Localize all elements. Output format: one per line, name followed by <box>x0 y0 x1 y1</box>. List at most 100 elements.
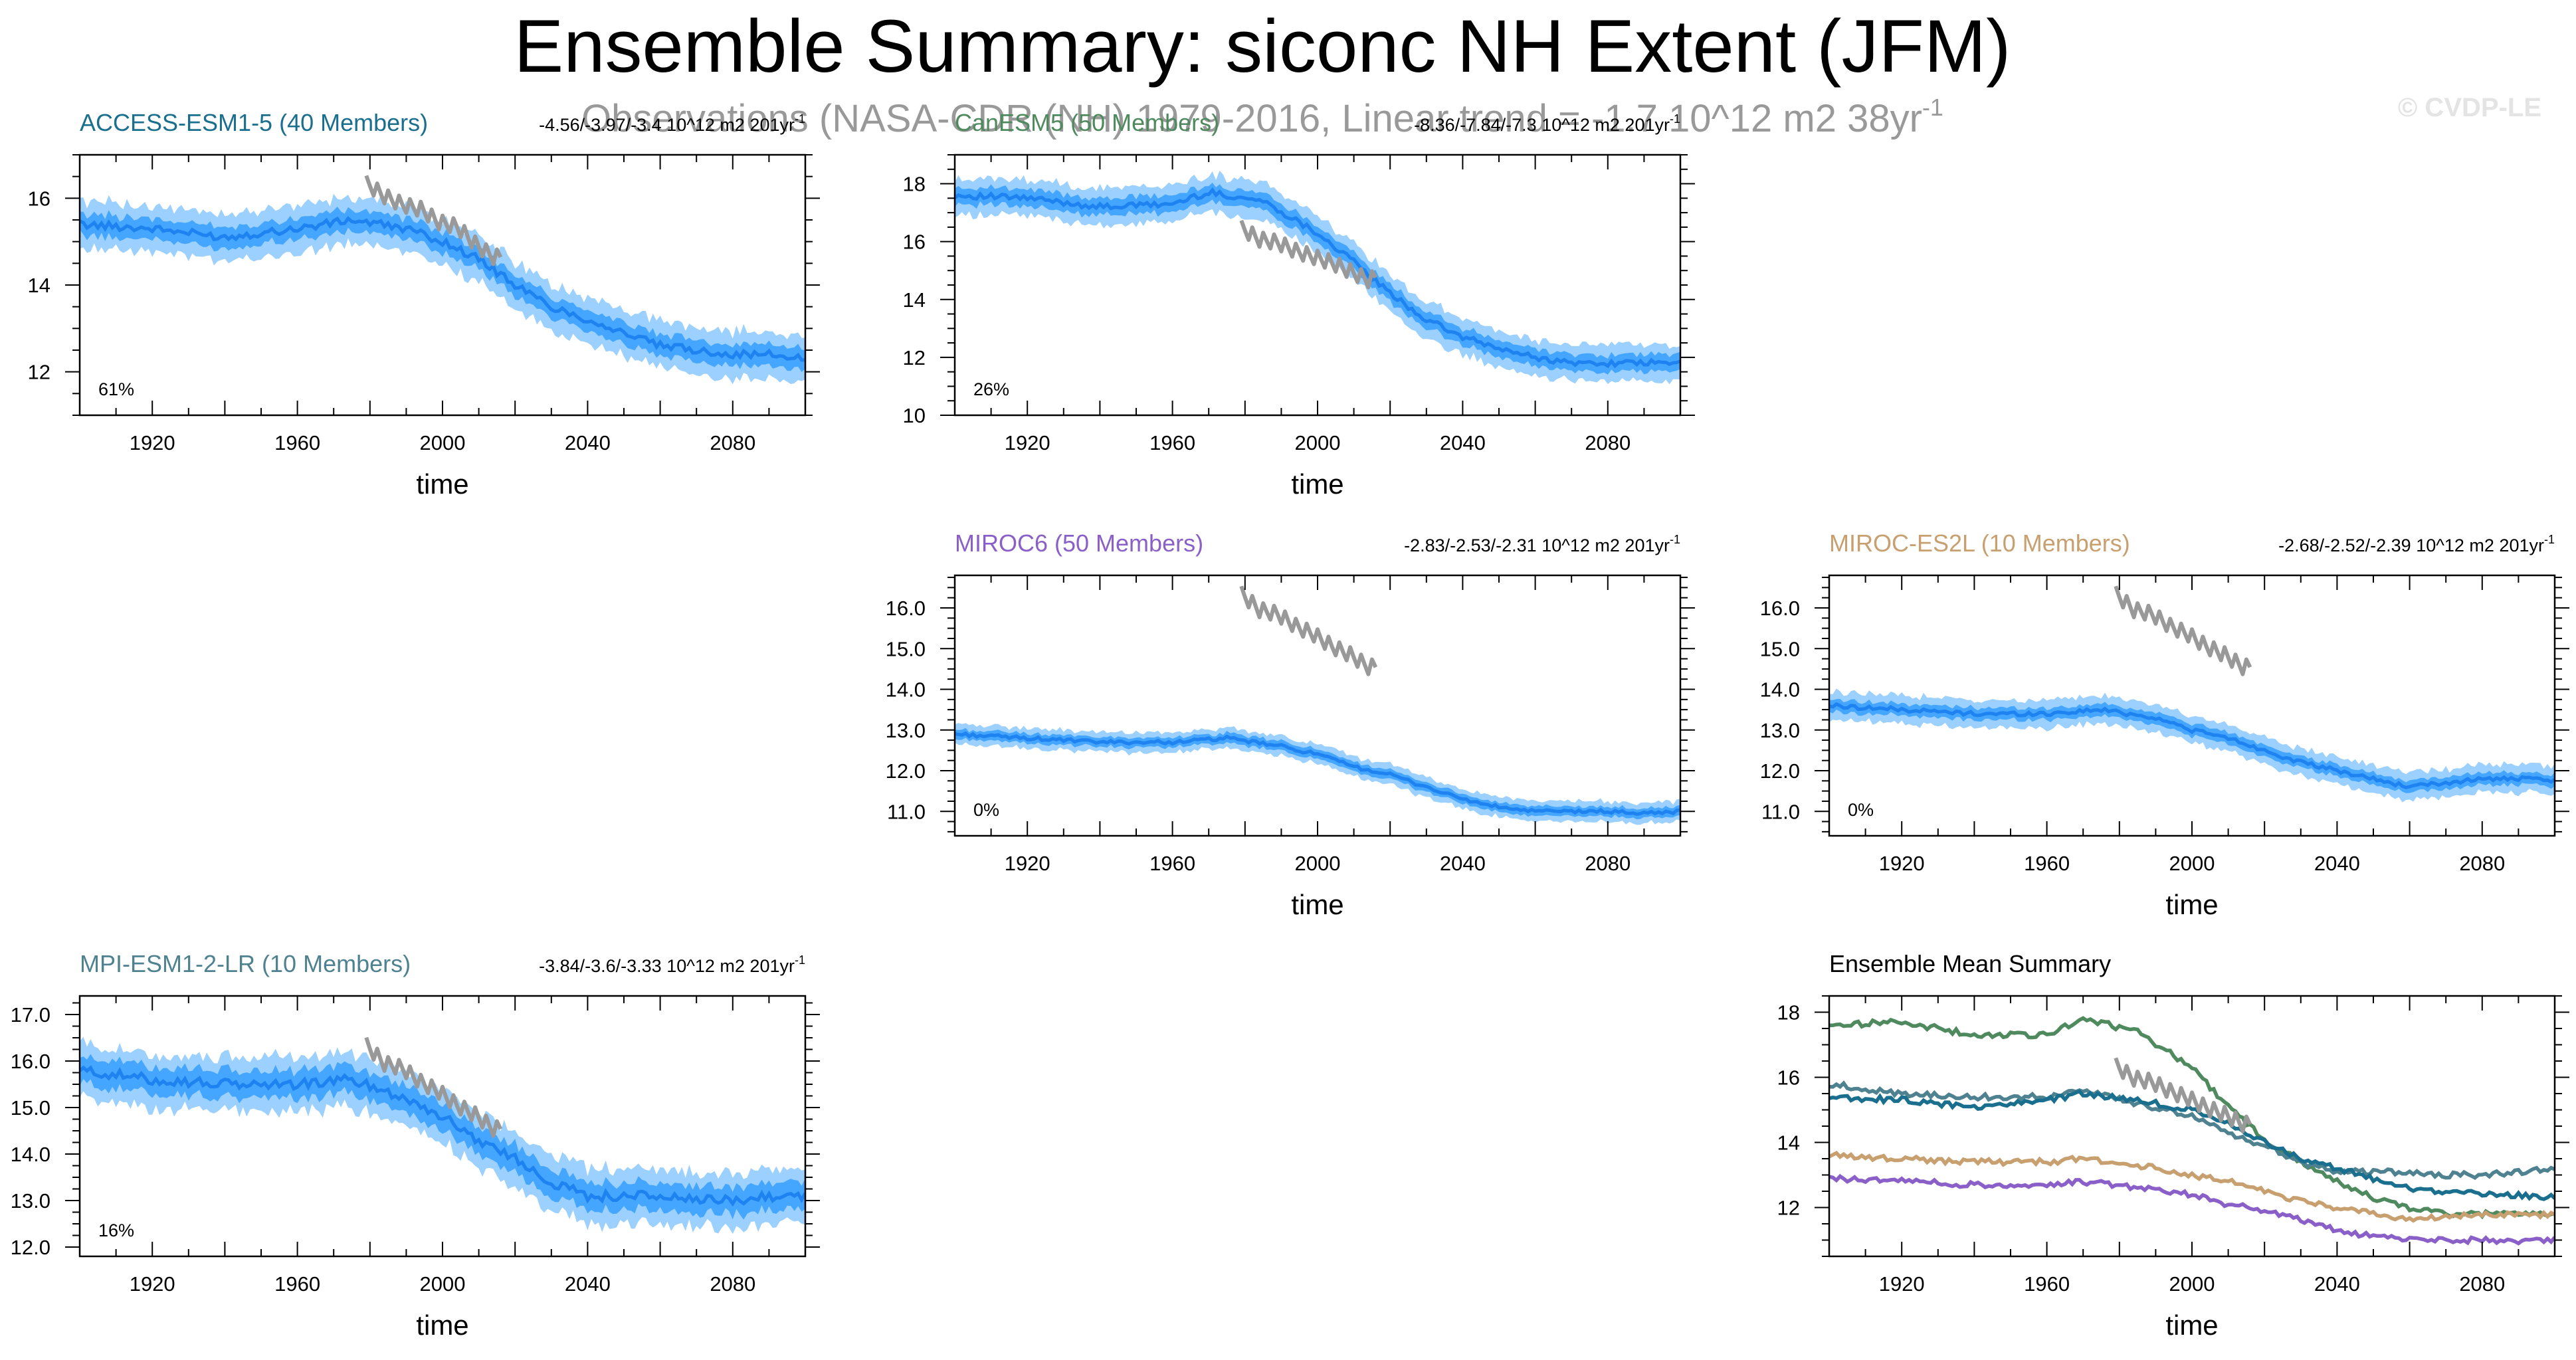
trend-superscript: -1 <box>1670 112 1680 126</box>
observations-superscript: -1 <box>1922 94 1943 121</box>
panel-access: ACCESS-ESM1-5 (40 Members) -4.56/-3.97/-3… <box>28 109 820 500</box>
panel-summary: Ensemble Mean Summary 1920 1960 2000 2040 208… <box>1777 950 2569 1341</box>
x-tick-label: 2040 <box>565 431 611 454</box>
plot-area <box>1829 1016 2555 1246</box>
plot-area <box>80 1036 805 1234</box>
trend-value: -8.36/-7.84/-7.3 10^12 m2 201yr <box>1414 115 1670 135</box>
percent-label: 0% <box>1848 800 1874 820</box>
x-tick-label: 1960 <box>274 431 320 454</box>
trend-superscript: -1 <box>795 112 805 126</box>
trend-text: -2.68/-2.52/-2.39 10^12 m2 201yr-1 <box>2278 533 2555 555</box>
x-tick-label: 1920 <box>1879 1272 1925 1296</box>
x-axis-label: time <box>416 1310 468 1341</box>
ensemble-spread-outer <box>955 170 1680 385</box>
x-tick-label: 1920 <box>130 431 175 454</box>
panel-miroc6: MIROC6 (50 Members) -2.83/-2.53/-2.31 10^… <box>886 530 1695 920</box>
x-tick-label: 1920 <box>1005 852 1050 875</box>
x-tick-label: 2080 <box>710 1272 755 1296</box>
x-tick-label: 2000 <box>2169 1272 2215 1296</box>
trend-superscript: -1 <box>1670 533 1680 546</box>
x-tick-label: 2080 <box>1585 431 1631 454</box>
y-tick-label: 16.0 <box>1760 597 1800 620</box>
series-line-canesm5 <box>1829 1016 2555 1220</box>
series-line-miroc-es2l <box>1829 1150 2555 1223</box>
plot-frame <box>953 574 1682 837</box>
plot-frame <box>78 153 807 417</box>
x-axis-label: time <box>2165 889 2218 920</box>
x-tick-label: 2040 <box>2314 1272 2360 1296</box>
observations-caption: Observations (NASA-CDR (NH) 1979-2016, L… <box>581 94 1943 140</box>
series-line-mpi-esm1-2-lr <box>1829 1080 2555 1180</box>
trend-text: -4.56/-3.97/-3.4 10^12 m2 201yr-1 <box>539 112 805 135</box>
ensemble-spread-inner <box>955 182 1680 375</box>
y-tick-label: 12.0 <box>11 1236 50 1259</box>
model-title: MIROC-ES2L (10 Members) <box>1829 530 2130 557</box>
y-tick-label: 15.0 <box>886 637 926 660</box>
x-tick-label: 2040 <box>2314 852 2360 875</box>
trend-value: -3.84/-3.6/-3.33 10^12 m2 201yr <box>539 956 795 976</box>
y-tick-label: 12.0 <box>886 759 926 783</box>
observations-line <box>364 175 503 266</box>
x-tick-label: 1920 <box>130 1272 175 1296</box>
trend-value: -4.56/-3.97/-3.4 10^12 m2 201yr <box>539 115 795 135</box>
x-axis-label: time <box>416 468 468 500</box>
summary-title: Ensemble Mean Summary <box>1829 950 2111 977</box>
y-tick-label: 13.0 <box>1760 719 1800 742</box>
trend-text: -8.36/-7.84/-7.3 10^12 m2 201yr-1 <box>1414 112 1680 135</box>
x-tick-label: 2000 <box>420 431 466 454</box>
trend-superscript: -1 <box>795 953 805 967</box>
model-title: ACCESS-ESM1-5 (40 Members) <box>80 109 428 136</box>
x-tick-label: 1920 <box>1005 431 1050 454</box>
model-title: MPI-ESM1-2-LR (10 Members) <box>80 950 411 977</box>
x-tick-label: 2040 <box>1440 852 1486 875</box>
x-tick-label: 1920 <box>1879 852 1925 875</box>
y-tick-label: 12.0 <box>1760 759 1800 783</box>
y-tick-label: 14.0 <box>11 1143 50 1166</box>
percent-label: 0% <box>973 800 999 820</box>
x-axis-label: time <box>2165 1310 2218 1341</box>
y-tick-label: 12 <box>28 361 50 384</box>
observations-line <box>2114 585 2252 676</box>
x-tick-label: 2080 <box>2459 1272 2505 1296</box>
percent-label: 26% <box>973 379 1009 399</box>
y-tick-label: 12 <box>1777 1197 1800 1220</box>
y-tick-label: 11.0 <box>887 800 926 823</box>
x-tick-label: 1960 <box>274 1272 320 1296</box>
x-tick-label: 2000 <box>420 1272 466 1296</box>
y-tick-label: 13.0 <box>11 1189 50 1213</box>
figure-title: Ensemble Summary: siconc NH Extent (JFM) <box>514 5 2011 88</box>
x-tick-label: 2000 <box>1295 852 1341 875</box>
y-tick-label: 13.0 <box>886 719 926 742</box>
x-tick-label: 2040 <box>565 1272 611 1296</box>
plot-area <box>955 585 1680 825</box>
y-tick-label: 15.0 <box>1760 637 1800 660</box>
ensemble-spread-inner <box>80 1054 805 1220</box>
x-tick-label: 1960 <box>1149 852 1195 875</box>
y-tick-label: 14.0 <box>886 678 926 702</box>
observations-line <box>364 1036 503 1138</box>
observations-text: Observations (NASA-CDR (NH) 1979-2016, L… <box>581 97 1922 140</box>
ensemble-mean-line <box>955 187 1680 369</box>
y-tick-label: 16 <box>903 231 926 254</box>
panels: ACCESS-ESM1-5 (40 Members) -4.56/-3.97/-3… <box>11 109 2569 1341</box>
observations-line <box>1239 219 1378 290</box>
y-tick-label: 18 <box>903 173 926 196</box>
plot-area <box>955 170 1680 385</box>
ensemble-mean-line <box>1829 702 2555 789</box>
y-tick-label: 18 <box>1777 1001 1800 1024</box>
trend-value: -2.68/-2.52/-2.39 10^12 m2 201yr <box>2278 535 2544 555</box>
y-tick-label: 16 <box>1777 1066 1800 1090</box>
y-tick-label: 16 <box>28 187 50 210</box>
series-line-miroc6 <box>1829 1173 2555 1246</box>
x-tick-label: 2000 <box>2169 852 2215 875</box>
y-tick-label: 14.0 <box>1760 678 1800 702</box>
percent-label: 16% <box>98 1220 134 1240</box>
x-tick-label: 1960 <box>2024 1272 2070 1296</box>
x-tick-label: 2080 <box>710 431 755 454</box>
x-axis-label: time <box>1291 889 1343 920</box>
panel-canesm5: CanESM5 (50 Members) -8.36/-7.84/-7.3 10^… <box>903 109 1695 500</box>
y-tick-label: 11.0 <box>1761 800 1800 823</box>
y-tick-label: 15.0 <box>11 1096 50 1119</box>
trend-superscript: -1 <box>2544 533 2555 546</box>
